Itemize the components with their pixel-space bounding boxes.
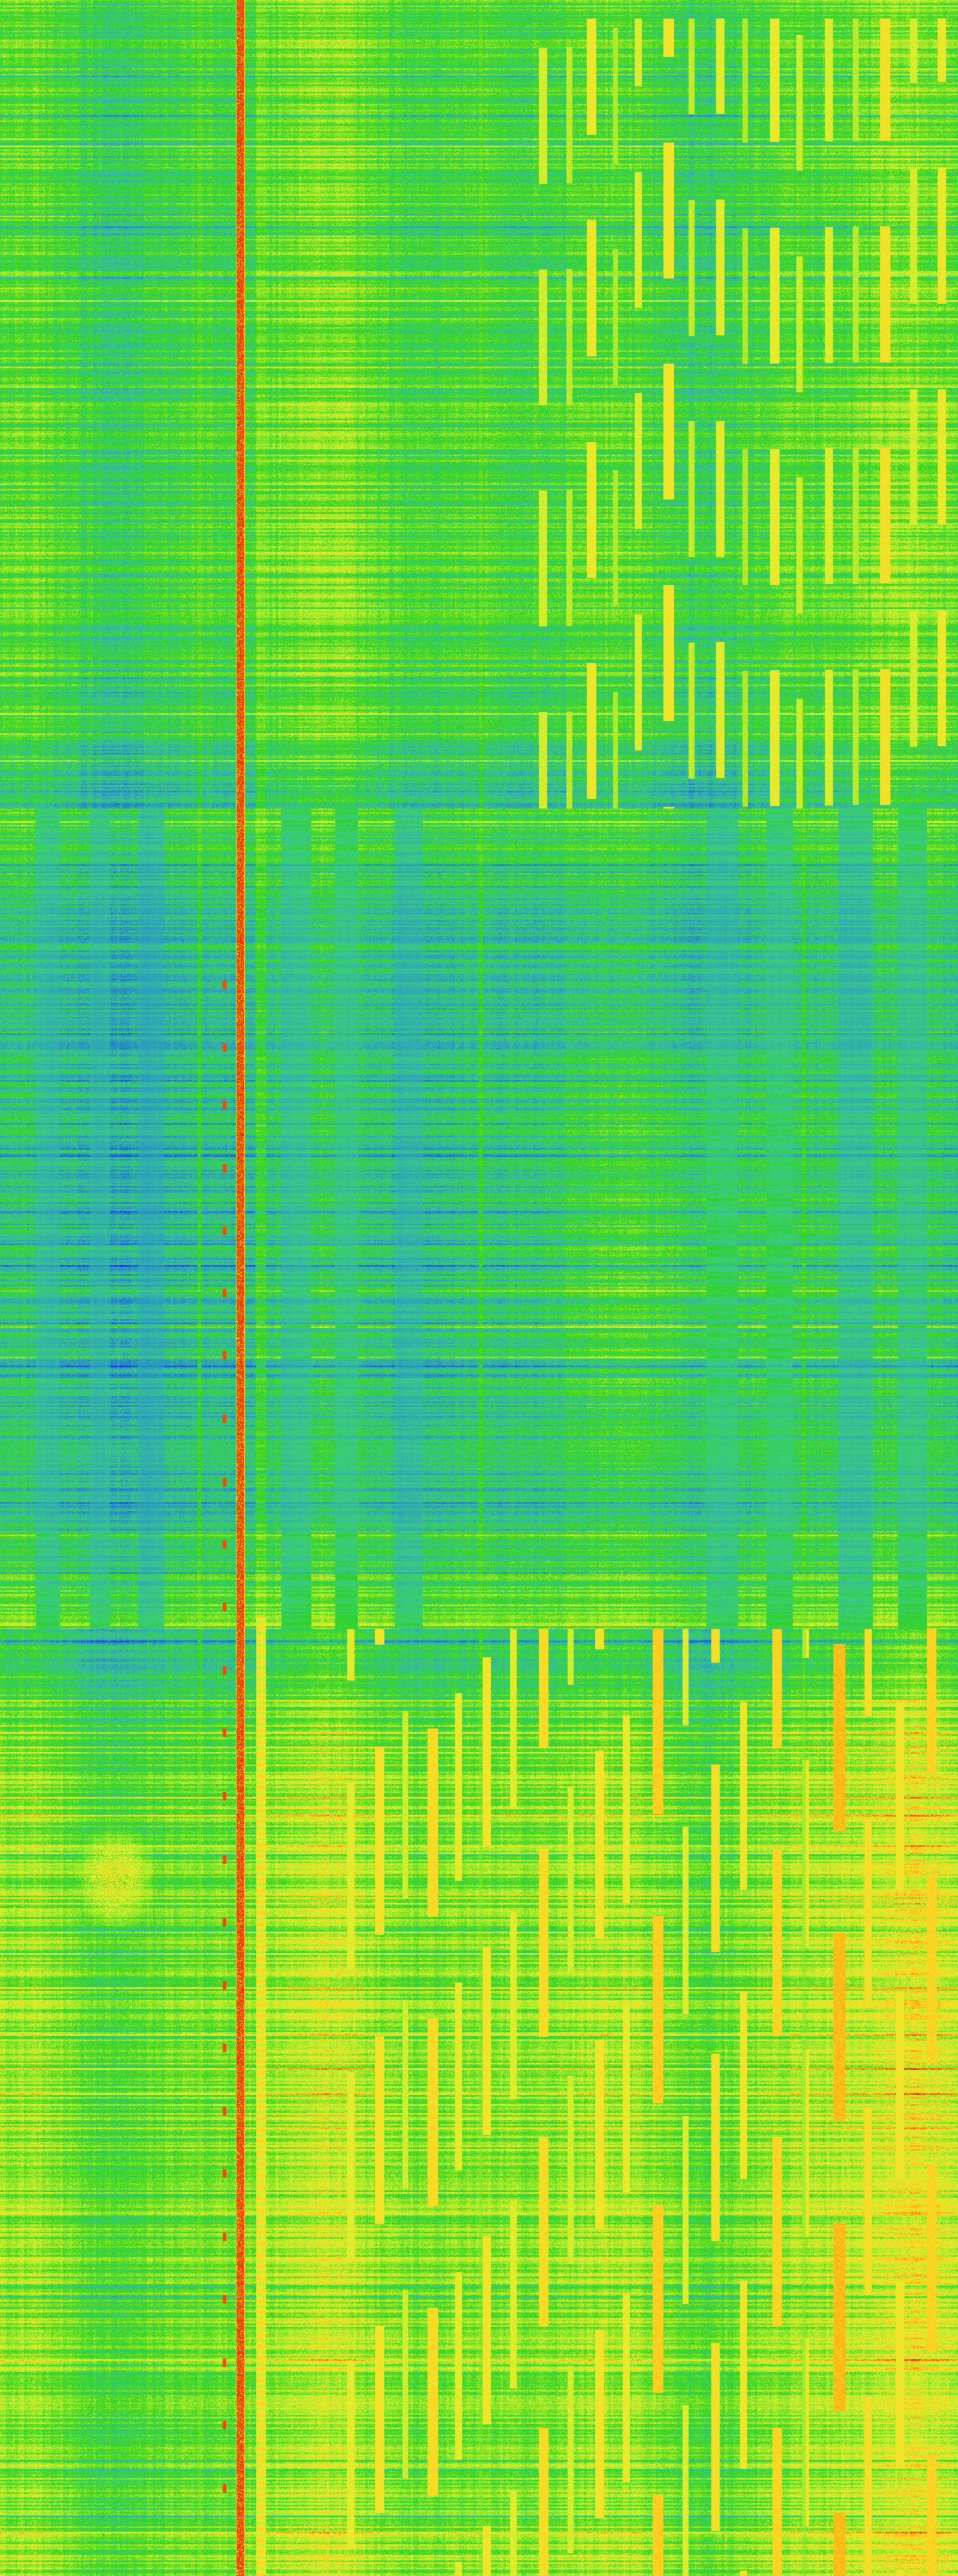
heatmap-plot-area: [0, 0, 958, 2576]
heatmap-figure: [0, 0, 958, 2576]
